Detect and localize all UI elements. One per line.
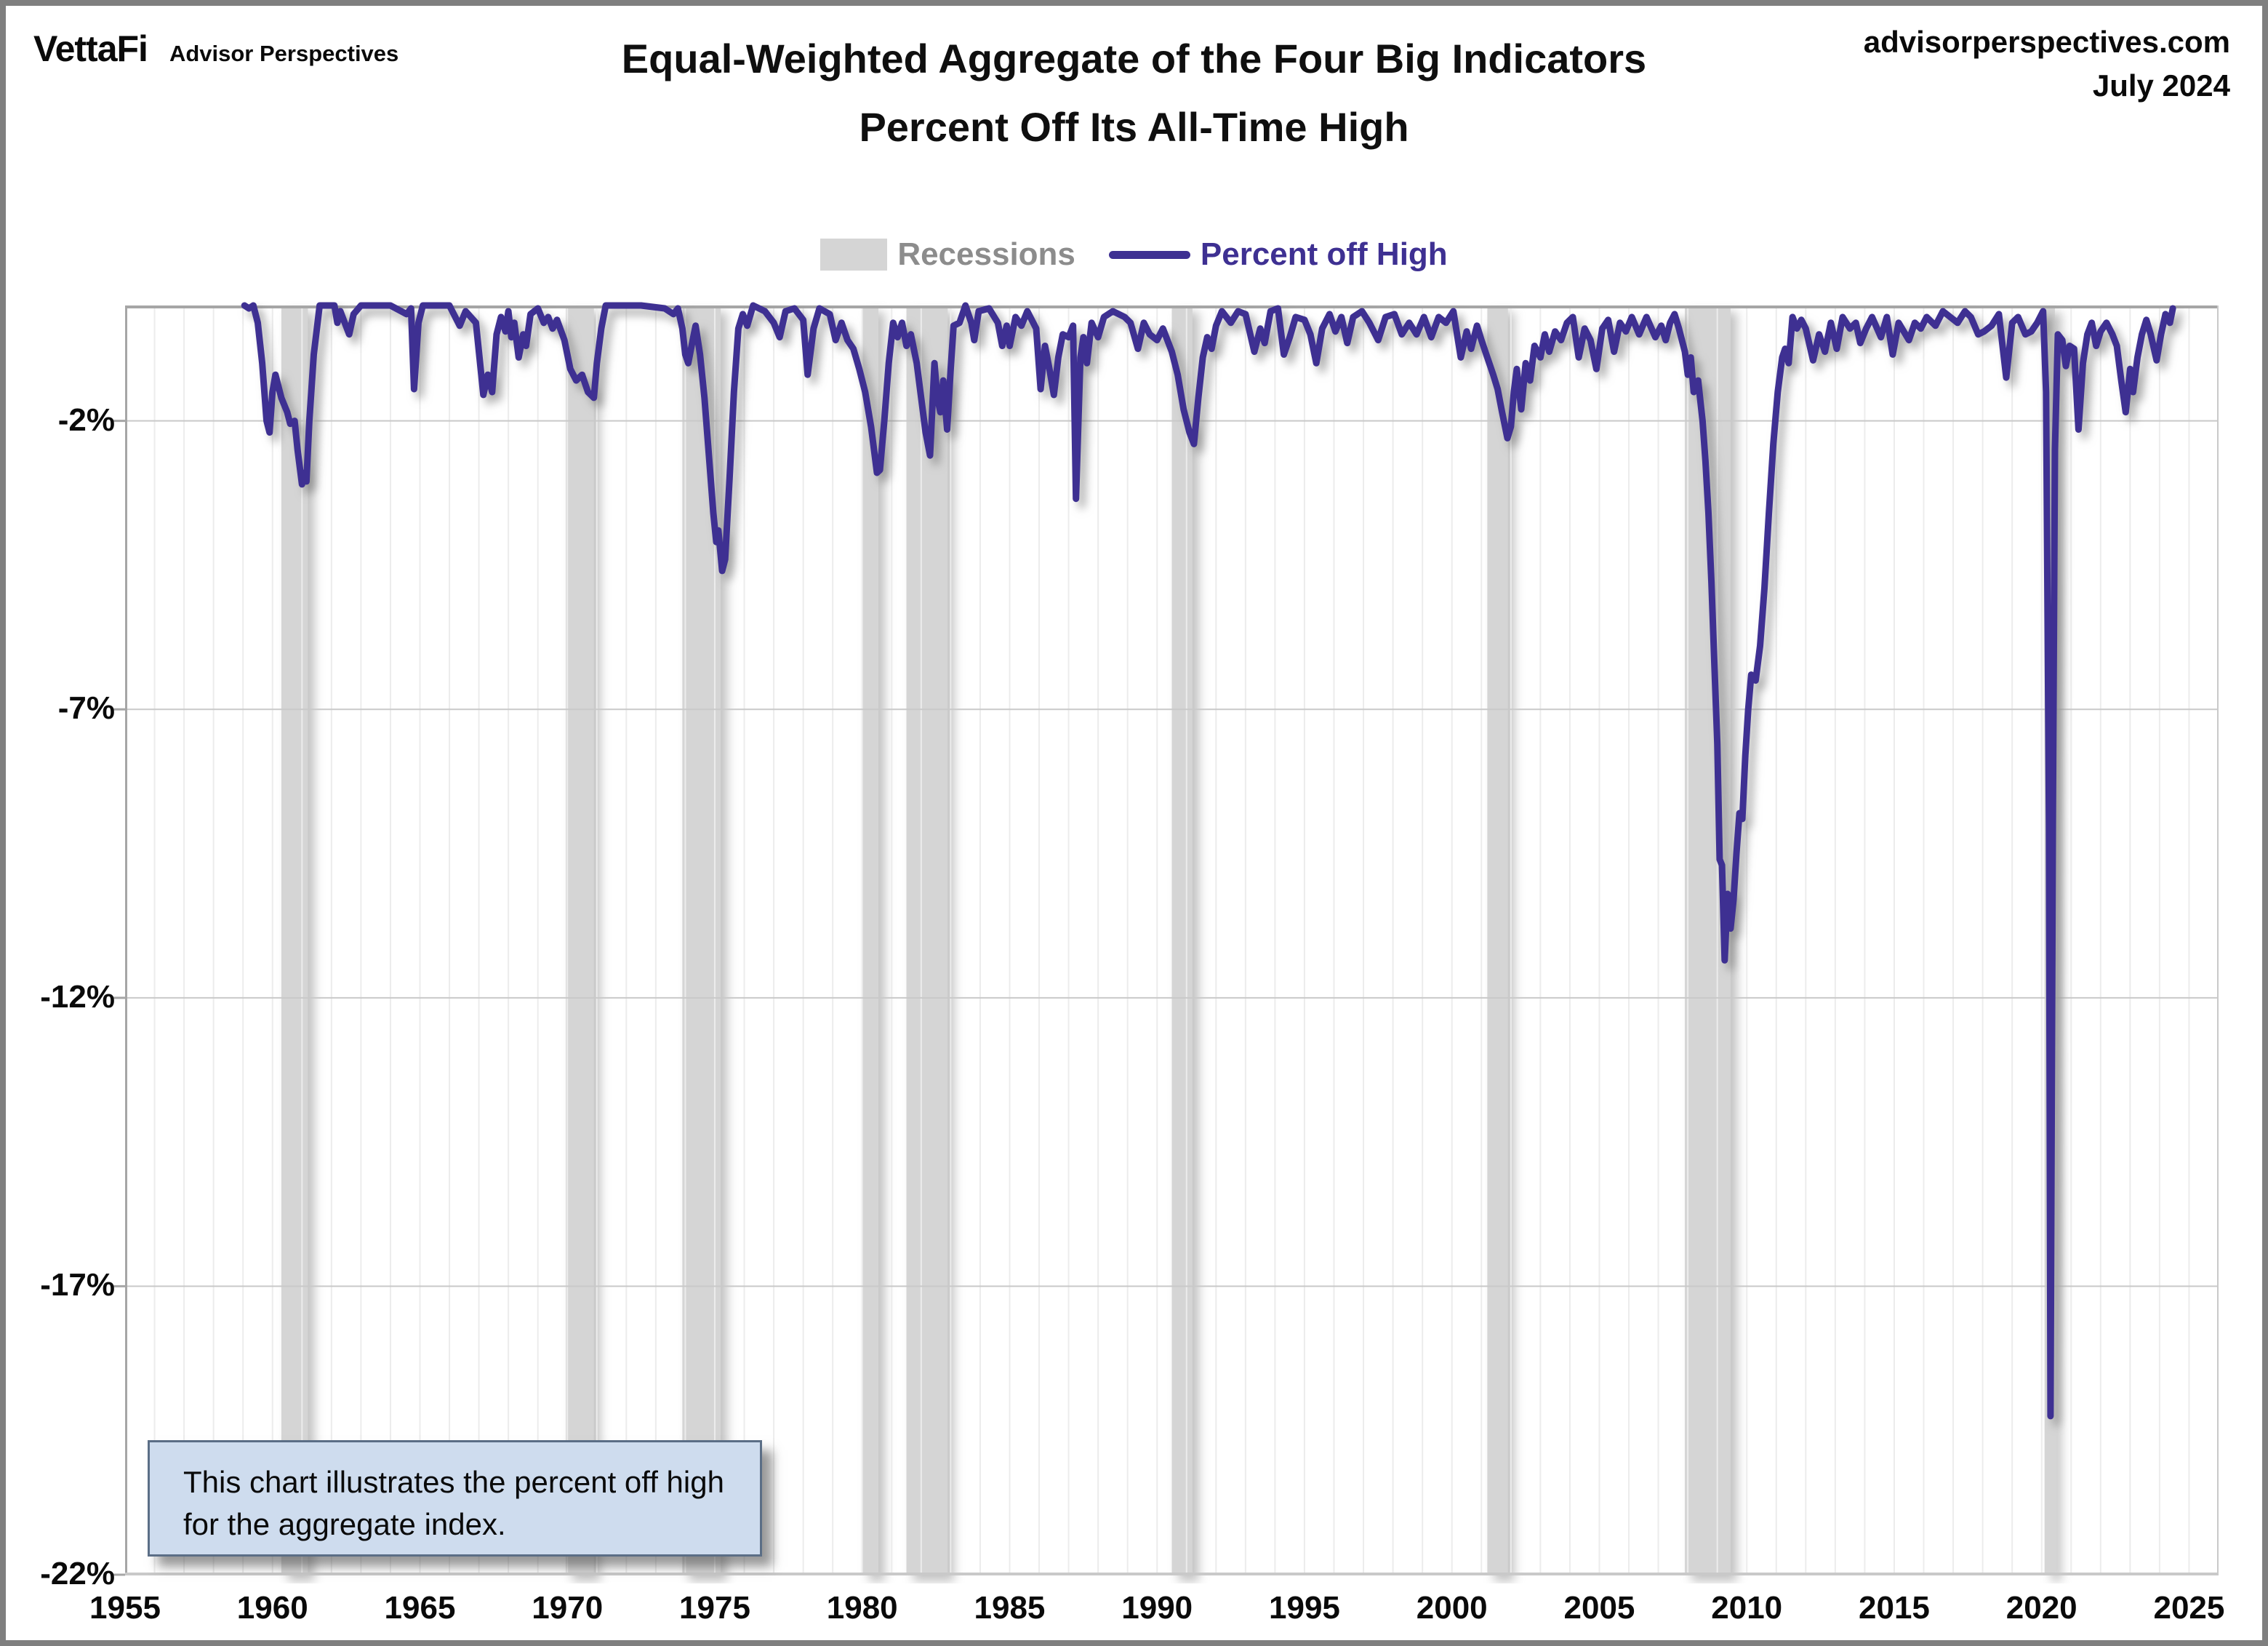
x-axis-label: 2005 [1563, 1590, 1635, 1626]
callout-box: This chart illustrates the percent off h… [148, 1440, 762, 1557]
report-date: July 2024 [2092, 68, 2230, 103]
vettafi-logo: VettaFi [33, 28, 148, 69]
x-axis-label: 2000 [1416, 1590, 1488, 1626]
legend: Recessions Percent off High [6, 233, 2262, 276]
recession-band [1487, 305, 1508, 1575]
y-axis-label: -12% [40, 978, 115, 1015]
series-line-swatch [1108, 250, 1190, 259]
x-axis-label: 1990 [1121, 1590, 1193, 1626]
x-axis-label: 2010 [1711, 1590, 1783, 1626]
x-axis-label: 1980 [826, 1590, 898, 1626]
chart-title: Equal-Weighted Aggregate of the Four Big… [6, 25, 2262, 161]
advisor-perspectives-label: Advisor Perspectives [169, 41, 399, 66]
chart-title-line2: Percent Off Its All-Time High [859, 104, 1409, 150]
x-axis-label: 1960 [236, 1590, 308, 1626]
x-axis-label: 1970 [532, 1590, 604, 1626]
recession-band [862, 305, 879, 1575]
legend-item-percent-off-high: Percent off High [1108, 236, 1448, 273]
legend-series-label: Percent off High [1200, 236, 1448, 272]
plot-area [112, 302, 2219, 1576]
y-axis-label: -22% [40, 1556, 115, 1591]
y-axis-label: -2% [57, 401, 115, 438]
x-axis-label: 1985 [974, 1590, 1046, 1626]
x-axis-label: 1965 [384, 1590, 456, 1626]
brand: VettaFi Advisor Perspectives [33, 28, 398, 70]
legend-recessions-label: Recessions [897, 236, 1075, 272]
x-axis-label: 1995 [1269, 1590, 1340, 1626]
recession-swatch [820, 239, 888, 271]
x-axis-label: 1975 [679, 1590, 750, 1626]
recession-band [566, 305, 594, 1575]
x-axis-label: 1955 [89, 1590, 161, 1626]
legend-item-recessions: Recessions [820, 236, 1075, 273]
x-axis-label: 2015 [1859, 1590, 1930, 1626]
recession-band [906, 305, 948, 1575]
callout-text: This chart illustrates the percent off h… [183, 1465, 724, 1541]
percent-off-high-line [241, 302, 2176, 1420]
y-axis-label: -17% [40, 1267, 115, 1303]
x-axis-label: 2025 [2153, 1590, 2225, 1626]
x-axis-label: 2020 [2005, 1590, 2077, 1626]
recession-band [281, 305, 308, 1575]
site-url: advisorperspectives.com [1863, 25, 2230, 59]
site-header: advisorperspectives.com July 2024 [1864, 20, 2230, 108]
y-axis-label: -7% [57, 690, 115, 727]
recession-band [1171, 305, 1193, 1575]
chart-title-line1: Equal-Weighted Aggregate of the Four Big… [621, 36, 1647, 81]
